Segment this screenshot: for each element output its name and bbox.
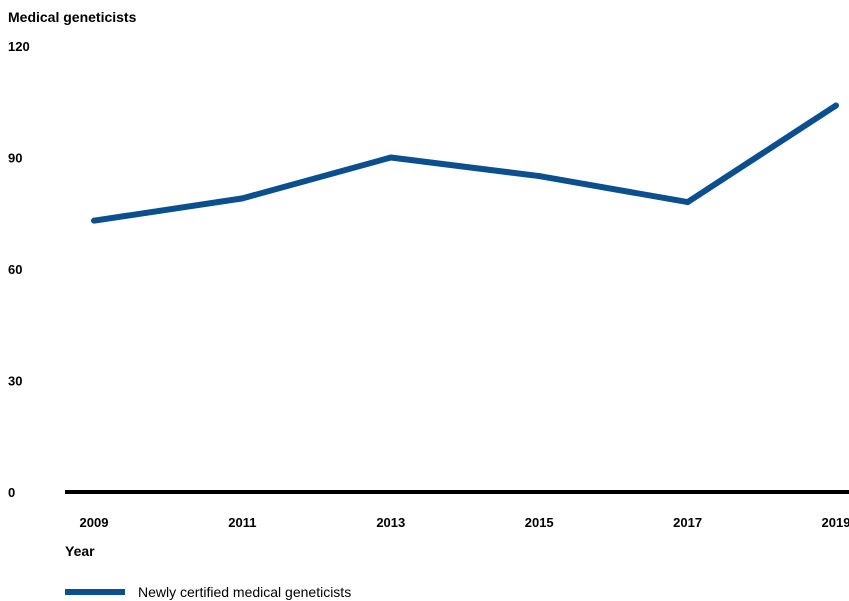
x-tick-label: 2015 bbox=[525, 515, 554, 530]
data-point bbox=[536, 173, 543, 180]
y-tick-label: 60 bbox=[8, 262, 22, 277]
legend: Newly certified medical geneticists bbox=[65, 584, 351, 600]
y-tick-label: 90 bbox=[8, 151, 22, 166]
data-point bbox=[239, 195, 246, 202]
x-tick-label: 2013 bbox=[376, 515, 405, 530]
series-line bbox=[93, 102, 838, 224]
x-tick-label: 2017 bbox=[673, 515, 702, 530]
data-point bbox=[387, 154, 394, 161]
data-point bbox=[91, 217, 97, 224]
x-axis-title: Year bbox=[65, 543, 95, 559]
data-point bbox=[833, 102, 839, 109]
x-tick-label: 2009 bbox=[80, 515, 109, 530]
y-axis-title: Medical geneticists bbox=[8, 9, 137, 25]
y-tick-label: 0 bbox=[8, 485, 15, 500]
y-axis-ticks: 0 30 60 90 120 bbox=[8, 39, 30, 500]
x-tick-label: 2019 bbox=[822, 515, 849, 530]
x-tick-label: 2011 bbox=[228, 515, 256, 530]
y-tick-label: 120 bbox=[8, 39, 30, 54]
legend-label: Newly certified medical geneticists bbox=[138, 584, 351, 600]
data-point bbox=[684, 199, 691, 206]
x-axis-ticks: 2009 2011 2013 2015 2017 2019 bbox=[80, 515, 849, 530]
y-tick-label: 30 bbox=[8, 374, 22, 389]
